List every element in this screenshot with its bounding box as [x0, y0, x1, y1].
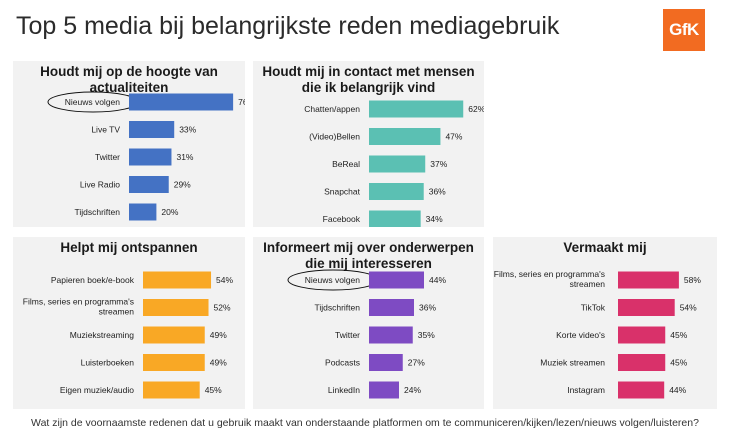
- value-label: 62%: [468, 104, 484, 114]
- category-label: Muziek streamen: [540, 358, 605, 368]
- bar: [369, 326, 413, 344]
- chart-panel-5: Vermaakt mij Films, series en programma's…: [493, 237, 717, 409]
- category-label: Nieuws volgen: [305, 275, 361, 285]
- value-label: 34%: [426, 214, 443, 224]
- value-label: 31%: [176, 152, 193, 162]
- category-label: Korte video's: [556, 330, 605, 340]
- bar: [143, 326, 205, 344]
- bar-chart: Nieuws volgen 44% Tijdschriften 36% Twitter 3…: [287, 269, 446, 399]
- chart-panel-3: Helpt mij ontspannen Papieren boek/e-book…: [13, 237, 245, 409]
- bar: [369, 100, 464, 118]
- bar: [129, 121, 175, 138]
- category-label: Snapchat: [324, 187, 361, 197]
- value-label: 76%: [238, 97, 245, 107]
- value-label: 45%: [205, 385, 222, 395]
- value-label: 27%: [408, 358, 425, 368]
- bar: [143, 299, 209, 316]
- chart-panel-4: Informeert mij over onderwerpen die mij …: [253, 237, 484, 409]
- category-label: Instagram: [567, 385, 605, 395]
- survey-question-footnote: Wat zijn de voornaamste redenen dat u ge…: [31, 417, 699, 429]
- bar-chart: Nieuws volgen 76% Live TV 33% Twitter 31% Live…: [47, 91, 245, 221]
- category-label: Twitter: [335, 330, 360, 340]
- bar-chart: Chatten/appen 62% (Video)Bellen 47% BeReal 37…: [304, 100, 484, 227]
- category-label: Papieren boek/e-book: [51, 275, 135, 285]
- value-label: 44%: [429, 275, 446, 285]
- category-label: Facebook: [323, 214, 361, 224]
- value-label: 58%: [684, 275, 701, 285]
- page-title: Top 5 media bij belangrijkste reden medi…: [16, 12, 560, 40]
- chart-panel-2: Houdt mij in contact met mensen die ik b…: [253, 61, 484, 227]
- value-label: 37%: [430, 159, 447, 169]
- bar: [369, 271, 424, 289]
- bar-chart: Papieren boek/e-book 54% Films, series en …: [23, 271, 233, 399]
- value-label: 54%: [680, 303, 697, 313]
- value-label: 24%: [404, 385, 421, 395]
- bar: [369, 210, 421, 227]
- chart-title: Houdt mij in contact met mensen die ik b…: [262, 64, 475, 95]
- category-label: Twitter: [95, 152, 120, 162]
- value-label: 29%: [174, 180, 191, 190]
- chart-title: Helpt mij ontspannen: [60, 240, 198, 255]
- category-label: Tijdschriften: [314, 303, 360, 313]
- bar: [618, 326, 666, 344]
- chart-title: Vermaakt mij: [563, 240, 647, 255]
- bar: [369, 381, 399, 399]
- category-label: Films, series en programma's streamen: [23, 297, 134, 317]
- bar: [369, 354, 403, 371]
- bar: [129, 176, 169, 193]
- bar: [143, 354, 205, 371]
- value-label: 36%: [429, 187, 446, 197]
- bar: [129, 203, 157, 221]
- value-label: 49%: [210, 330, 227, 340]
- value-label: 33%: [179, 125, 196, 135]
- bar: [618, 381, 665, 399]
- value-label: 36%: [419, 303, 436, 313]
- category-label: LinkedIn: [328, 385, 360, 395]
- value-label: 54%: [216, 275, 233, 285]
- bar: [618, 354, 666, 371]
- bar-chart: Films, series en programma's streamen 58% T…: [494, 269, 701, 399]
- bar: [618, 299, 675, 316]
- value-label: 44%: [669, 385, 686, 395]
- category-label: Eigen muziek/audio: [60, 385, 134, 395]
- category-label: Live TV: [91, 125, 120, 135]
- value-label: 45%: [670, 358, 687, 368]
- category-label: Chatten/appen: [304, 104, 360, 114]
- category-label: Tijdschriften: [74, 207, 120, 217]
- bar: [143, 381, 200, 399]
- category-label: Muziekstreaming: [70, 330, 135, 340]
- bar: [369, 183, 424, 200]
- chart-panel-1: Houdt mij op de hoogte van actualiteiten…: [13, 61, 245, 227]
- value-label: 20%: [161, 207, 178, 217]
- chart-title: Informeert mij over onderwerpen die mij …: [263, 240, 474, 271]
- category-label: Luisterboeken: [81, 358, 135, 368]
- value-label: 35%: [418, 330, 435, 340]
- category-label: Live Radio: [80, 180, 120, 190]
- category-label: (Video)Bellen: [309, 132, 360, 142]
- category-label: BeReal: [332, 159, 360, 169]
- bar: [129, 148, 172, 166]
- category-label: Podcasts: [325, 358, 360, 368]
- value-label: 47%: [445, 132, 462, 142]
- bar: [369, 155, 426, 173]
- value-label: 45%: [670, 330, 687, 340]
- category-label: Nieuws volgen: [65, 97, 121, 107]
- bar: [618, 271, 679, 289]
- category-label: TikTok: [581, 303, 606, 313]
- bar: [129, 93, 234, 111]
- bar: [369, 299, 414, 316]
- bar: [143, 271, 212, 289]
- value-label: 49%: [210, 358, 227, 368]
- bar: [369, 128, 441, 145]
- value-label: 52%: [214, 303, 231, 313]
- chart-title: Houdt mij op de hoogte van actualiteiten: [40, 64, 218, 95]
- gfk-logo: GfK: [663, 9, 705, 51]
- category-label: Films, series en programma's streamen: [494, 269, 605, 289]
